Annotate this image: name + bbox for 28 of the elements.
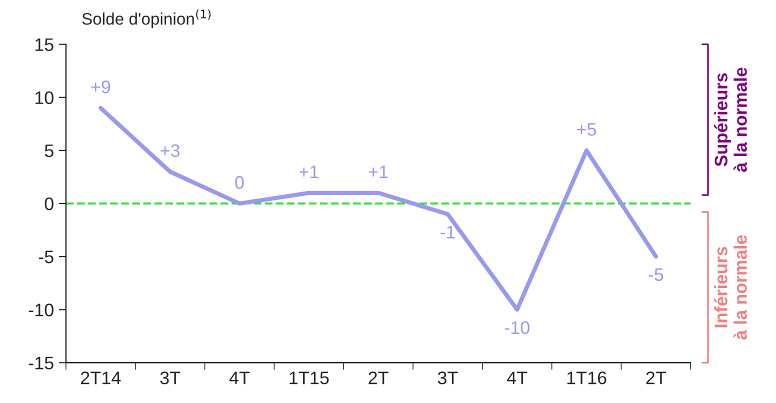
- data-label: +5: [577, 123, 596, 136]
- text: Supérieurs à la normale: [714, 68, 747, 172]
- x-tick-label: 2T: [368, 372, 388, 384]
- data-label: +3: [160, 144, 180, 157]
- data-label: 0: [235, 176, 244, 189]
- x-tick-label: 3T: [160, 372, 180, 384]
- x-tick-label: 1T16: [567, 372, 606, 384]
- data-label: +1: [299, 166, 318, 178]
- y-tick-label: -10: [28, 304, 54, 316]
- y-tick-label: 5: [44, 144, 54, 158]
- data-label: -10: [504, 321, 530, 334]
- data-label: -1: [440, 226, 455, 238]
- data-label: -5: [648, 268, 664, 281]
- y-tick-label: 10: [35, 91, 54, 104]
- text: Inférieurs à la normale: [714, 235, 747, 340]
- chart-title: Solde d'opinion$^{(1)}$: [82, 9, 211, 28]
- x-tick-label: 2T: [646, 372, 666, 384]
- data-label: +1: [368, 166, 388, 178]
- y-tick-label: 15: [35, 38, 54, 52]
- x-tick-label: 2T14: [81, 372, 121, 384]
- x-tick-label: 4T: [507, 372, 528, 384]
- y-tick-label: -5: [38, 250, 54, 264]
- x-tick-label: 3T: [438, 372, 458, 384]
- y-tick-label: -15: [28, 356, 54, 370]
- x-tick-label: 1T15: [290, 372, 329, 384]
- data-label: +9: [91, 80, 110, 94]
- x-tick-label: 4T: [229, 372, 250, 384]
- y-tick-label: 0: [44, 197, 54, 210]
